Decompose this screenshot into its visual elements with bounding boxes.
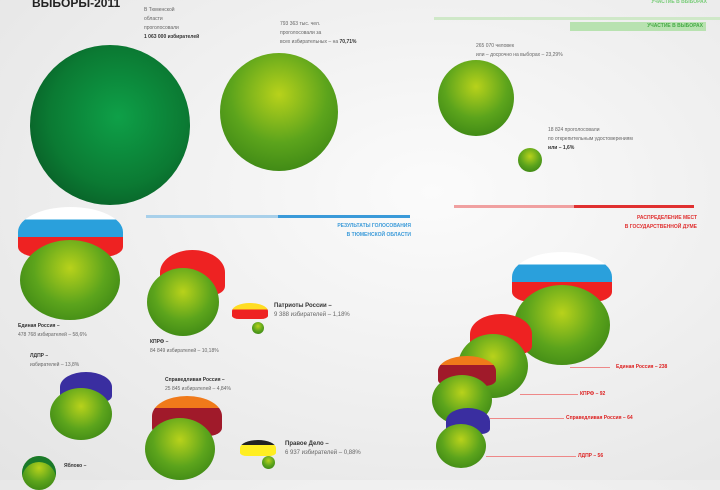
party-sphere-fair-russia: [145, 418, 215, 480]
region-sphere: [30, 45, 190, 205]
text: проголосовали за: [280, 30, 322, 36]
text: по открепительным удостоверениям: [548, 136, 633, 142]
party-name: Правое Дело –: [285, 441, 329, 447]
seat-sphere-ldpr: [436, 424, 486, 468]
text: В ТЮМЕНСКОЙ ОБЛАСТИ: [346, 232, 411, 238]
votes-text: 793 363 тыс. чел. проголосовали за всех …: [280, 20, 356, 47]
seat-sphere-united-russia: [514, 285, 610, 365]
text: или – досрочно на выборах – 23,29%: [476, 52, 563, 58]
party-label: ЛДПР – избирателей – 13,8%: [30, 352, 79, 370]
patriots-cap: [232, 303, 268, 319]
party-label: Справедливая Россия – 25 845 избирателей …: [165, 376, 231, 394]
divider: [434, 17, 720, 20]
party-label: Правое Дело – 6 937 избирателей – 0,88%: [285, 440, 361, 458]
leader-line: [570, 367, 610, 368]
leader-line: [486, 456, 576, 457]
text: 265 070 человек: [476, 43, 515, 49]
absentee-text: 18 824 проголосовали по открепительным у…: [548, 126, 633, 153]
percent: 70,71%: [339, 39, 357, 45]
votes-sphere: [220, 53, 338, 171]
text: РЕЗУЛЬТАТЫ ГОЛОСОВАНИЯ: [337, 223, 411, 229]
party-name: КПРФ –: [150, 339, 169, 345]
results-header: РЕЗУЛЬТАТЫ ГОЛОСОВАНИЯ В ТЮМЕНСКОЙ ОБЛАС…: [260, 222, 414, 240]
text: В Тюменской: [144, 7, 175, 13]
leader-line: [520, 394, 578, 395]
party-detail: избирателей – 13,8%: [30, 362, 80, 368]
absentee-sphere: [518, 148, 542, 172]
section-header: УЧАСТИЕ В ВЫБОРАХ: [570, 22, 706, 31]
text: РАСПРЕДЕЛЕНИЕ МЕСТ: [637, 215, 697, 221]
seat-label: КПРФ – 92: [580, 391, 606, 397]
seat-label: ЛДПР – 56: [578, 453, 604, 459]
party-detail: 478 768 избирателей – 58,6%: [18, 332, 87, 338]
seat-label: Справедливая Россия – 64: [566, 415, 633, 421]
party-label: КПРФ – 84 849 избирателей – 10,18%: [150, 338, 219, 356]
text: проголосовали: [144, 25, 179, 31]
leader-line: [490, 418, 564, 419]
party-name: Единая Россия –: [18, 323, 60, 329]
party-label: Яблоко –: [64, 462, 86, 471]
seats-header: РАСПРЕДЕЛЕНИЕ МЕСТ В ГОСУДАРСТВЕННОЙ ДУМ…: [560, 214, 700, 232]
divider: [454, 205, 694, 208]
divider: [146, 215, 410, 218]
party-label: Единая Россия – 478 768 избирателей – 58,…: [18, 322, 87, 340]
text: 1 063 000 избирателей: [144, 34, 200, 40]
party-label: Патриоты России – 9 388 избирателей – 1,1…: [274, 302, 350, 320]
party-detail: 6 937 избирателей – 0,88%: [285, 450, 361, 456]
party-detail: 25 845 избирателей – 4,84%: [165, 386, 231, 392]
percent: или – 1,6%: [548, 145, 575, 151]
text: области: [144, 16, 163, 22]
party-detail: 9 388 избирателей – 1,18%: [274, 312, 350, 318]
seat-label: Единая Россия – 238: [616, 364, 668, 370]
party-sphere-cprf: [147, 268, 219, 336]
text: 793 363 тыс. чел.: [280, 21, 321, 27]
party-name: Патриоты России –: [274, 303, 332, 309]
party-sphere-united-russia: [20, 240, 120, 320]
page-title: ВЫБОРЫ-2011: [32, 0, 121, 10]
text: В ГОСУДАРСТВЕННОЙ ДУМЕ: [624, 224, 697, 230]
early-sphere: [438, 60, 514, 136]
party-sphere-yabloko: [22, 456, 56, 490]
text: 18 824 проголосовали: [548, 127, 600, 133]
early-text: 265 070 человек или – досрочно на выбора…: [476, 42, 563, 60]
text: всех избирательных – на: [280, 39, 339, 45]
party-name: Справедливая Россия –: [165, 377, 225, 383]
party-name: Яблоко –: [64, 463, 87, 469]
region-turnout-text: В Тюменской области проголосовали 1 063 …: [144, 6, 199, 42]
turnout-header: УЧАСТИЕ В ВЫБОРАХ: [651, 0, 707, 5]
party-sphere-patriots: [252, 322, 264, 334]
party-detail: 84 849 избирателей – 10,18%: [150, 348, 219, 354]
party-sphere-right-cause: [262, 456, 275, 469]
right-cause-cap: [240, 440, 276, 456]
party-sphere-ldpr: [50, 388, 112, 440]
party-name: ЛДПР –: [30, 353, 49, 359]
